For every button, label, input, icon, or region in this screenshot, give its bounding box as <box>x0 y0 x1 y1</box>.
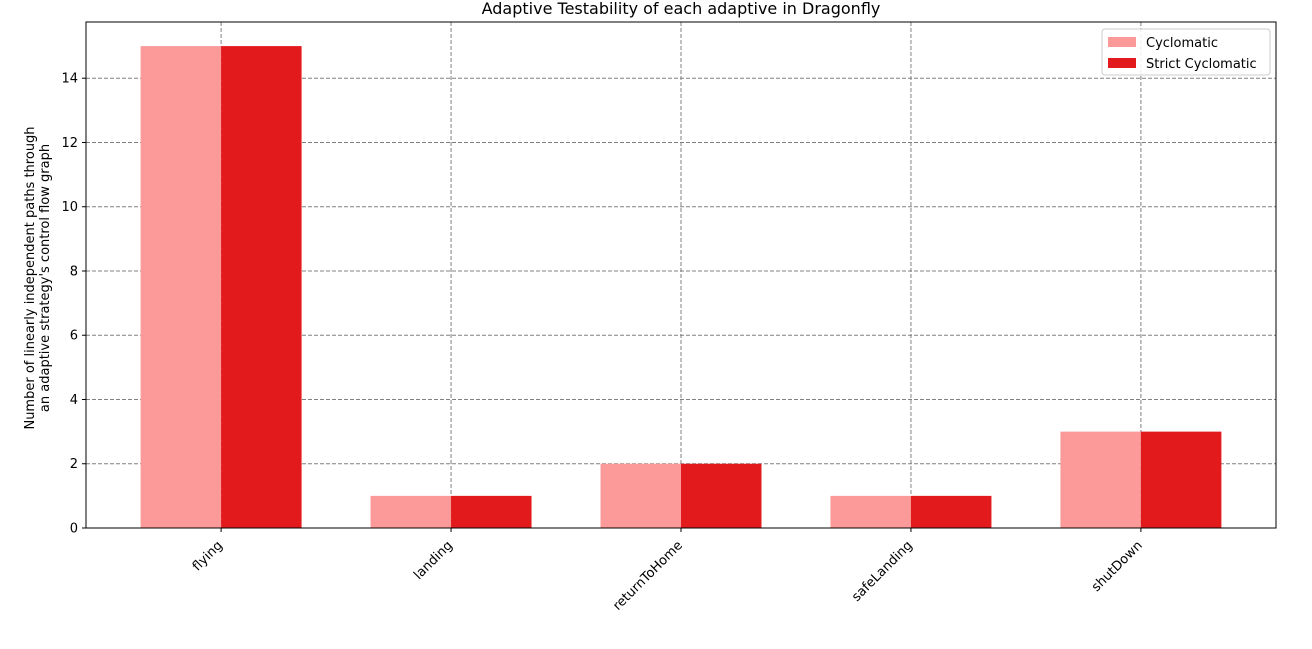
bar-strict-cyclomatic-flying <box>221 46 302 528</box>
y-tick-label: 12 <box>61 136 78 151</box>
bar-cyclomatic-landing <box>370 495 452 528</box>
legend-swatch-cyclomatic <box>1108 37 1136 47</box>
y-axis-label: Number of linearly independent paths thr… <box>23 126 53 429</box>
bar-cyclomatic-shutDown <box>1060 431 1141 528</box>
y-axis-ticks: 0 2 4 6 8 10 12 14 <box>61 72 86 537</box>
y-tick-label: 2 <box>70 457 78 472</box>
bar-strict-cyclomatic-landing <box>451 495 532 528</box>
y-tick-label: 8 <box>70 264 78 279</box>
x-tick-label: returnToHome <box>610 538 686 614</box>
legend: Cyclomatic Strict Cyclomatic <box>1101 28 1271 76</box>
legend-label-cyclomatic: Cyclomatic <box>1146 36 1218 51</box>
y-axis-label-line-1: Number of linearly independent paths thr… <box>23 126 38 429</box>
x-tick-label: shutDown <box>1089 538 1146 595</box>
bar-cyclomatic-safeLanding <box>830 495 911 528</box>
legend-box <box>1101 28 1271 76</box>
x-axis-ticks: flying landing returnToHome safeLanding shut… <box>190 528 1146 614</box>
legend-swatch-strict-cyclomatic <box>1108 58 1136 68</box>
legend-label-strict-cyclomatic: Strict Cyclomatic <box>1146 57 1257 72</box>
bars <box>140 46 1222 528</box>
y-axis-label-line-2: an adaptive strategy's control flow grap… <box>38 144 53 412</box>
y-tick-label: 4 <box>70 393 78 408</box>
x-tick-label: flying <box>190 538 226 574</box>
bar-cyclomatic-flying <box>140 46 222 528</box>
y-tick-label: 10 <box>61 200 78 215</box>
bar-strict-cyclomatic-safeLanding <box>910 495 992 528</box>
y-tick-label: 14 <box>61 72 78 87</box>
y-tick-label: 6 <box>70 329 78 344</box>
chart-title: Adaptive Testability of each adaptive in… <box>482 0 881 18</box>
bar-strict-cyclomatic-returnToHome <box>681 463 762 528</box>
bar-cyclomatic-returnToHome <box>600 463 681 528</box>
x-tick-label: safeLanding <box>849 538 916 605</box>
x-tick-label: landing <box>411 538 456 583</box>
bar-strict-cyclomatic-shutDown <box>1140 431 1222 528</box>
y-tick-label: 0 <box>70 522 78 537</box>
